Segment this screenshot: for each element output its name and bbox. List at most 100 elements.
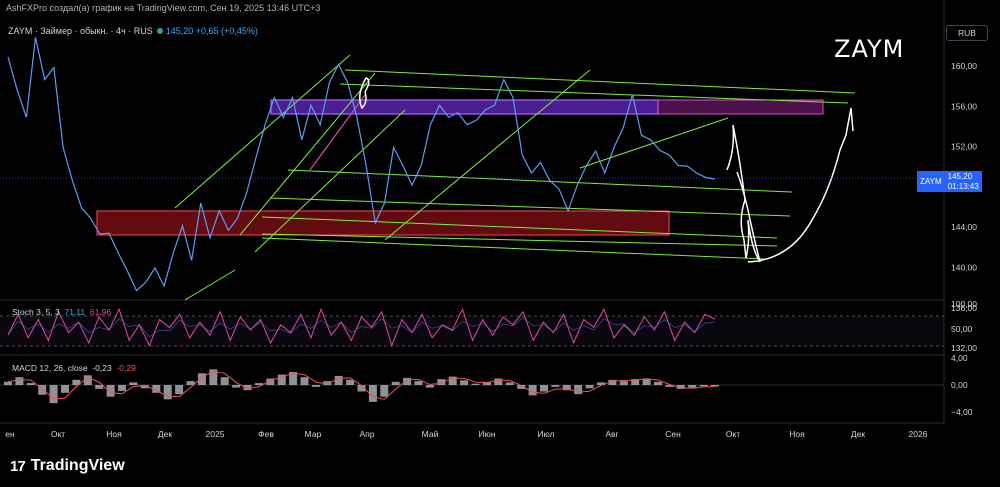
macd-bar [129,382,138,385]
macd-bar [676,385,685,389]
trendline [254,109,406,253]
price-change: +0,65 (+0,45%) [195,26,258,36]
time-axis-tick: ен [5,429,15,439]
macd-label: MACD 12, 26, close [12,363,88,373]
macd-bar [289,372,298,385]
macd-bar [437,379,446,385]
price-series-line [7,37,716,292]
price-axis-tick: 144,00 [951,222,977,232]
macd-bar [334,375,343,385]
macd-axis-tick: 4,00 [951,353,968,363]
time-axis-tick: Мар [305,429,322,439]
resistance-zone-purple [270,99,659,115]
macd-bar [26,383,35,385]
chart-annotation-title: ZAYM [834,35,905,63]
tradingview-brand: TradingView [30,457,125,474]
macd-bar [323,381,332,385]
price-tag-countdown: 01:13:43 [947,181,979,191]
macd-bar [357,385,366,392]
macd-bar [106,385,115,397]
macd-bar [562,385,571,391]
macd-bar [346,379,355,385]
macd-axis-tick: 0,00 [951,380,968,390]
stoch-d-line [7,317,716,338]
macd-bar [266,378,275,385]
time-axis-tick: Дек [851,429,865,439]
macd-bar [505,382,514,385]
stoch-k-line [7,307,716,348]
time-axis-tick: Дек [158,429,172,439]
trendline [174,54,351,209]
time-axis-tick: 2025 [206,429,225,439]
symbol-name: ZAYM · Займер · обыкн. · 4ч · RUS [8,26,153,36]
time-axis-tick: Июл [537,429,554,439]
chart-credit: AshFXPro создал(а) график на TradingView… [6,3,321,13]
macd-bar [209,369,218,385]
macd-bar [140,385,149,389]
time-axis-tick: Окт [51,429,65,439]
macd-signal-line [7,370,716,400]
macd-bar [619,381,628,385]
macd-bar [186,381,195,385]
macd-bar [38,385,47,395]
time-axis-tick: 2026 [909,429,928,439]
time-axis-tick: Сен [665,429,681,439]
time-axis-tick: Июн [478,429,495,439]
macd-bar [197,373,206,385]
time-axis-tick: Окт [726,429,740,439]
time-axis-tick: Ноя [789,429,805,439]
macd-signal-value: -0,29 [116,363,136,373]
macd-bar [654,381,662,386]
trendline [184,269,236,301]
macd-bar [118,385,126,391]
macd-bar [72,379,81,385]
trendline [287,169,793,193]
trendline [344,69,856,94]
macd-bar [380,385,389,397]
support-zone-red [96,210,670,236]
stoch-band [0,316,944,346]
trendline [261,216,778,239]
macd-bar [175,385,184,395]
time-axis-tick: Авг [605,429,618,439]
macd-bar [425,385,434,388]
macd-legend[interactable]: MACD 12, 26, close -0,23 -0,29 [12,363,136,373]
macd-bar [254,383,263,385]
trendline-pink [309,94,366,171]
macd-bar [152,385,161,393]
macd-bar [311,385,320,387]
price-axis-tick: 156,00 [951,101,977,111]
tradingview-logo[interactable]: 17 TradingView [10,457,125,475]
macd-bar [300,377,309,385]
macd-bar [574,385,583,395]
macd-bar [540,385,548,392]
currency-selector[interactable]: RUB [946,25,988,41]
macd-bar [688,385,697,388]
macd-bar [608,379,617,385]
macd-bar [49,385,58,404]
projection-drawing [726,107,854,263]
macd-bar [494,378,503,385]
macd-bar [585,385,594,389]
macd-bar [699,385,708,387]
macd-bar [232,385,241,388]
macd-bar [163,385,172,400]
macd-bar [414,381,423,385]
stoch-d-value: 61,96 [89,307,112,317]
macd-bar [61,385,69,393]
price-axis-tick: 160,00 [951,61,977,71]
stoch-legend[interactable]: Stoch 3, 5, 3 71,11 61,96 [12,307,111,317]
price-axis-tick: 140,00 [951,263,977,273]
macd-bar [460,380,469,385]
stoch-axis-tick: 100,00 [951,299,977,309]
macd-bar [243,385,252,391]
macd-bar [277,374,286,385]
symbol-legend[interactable]: ZAYM · Займер · обыкн. · 4ч · RUS 145,20 … [8,26,258,36]
macd-bar [368,385,377,402]
macd-bar [482,381,491,386]
trendline [269,197,791,217]
macd-bar [597,382,605,385]
stoch-axis-tick: 50,00 [951,324,973,334]
macd-bar [551,385,560,387]
